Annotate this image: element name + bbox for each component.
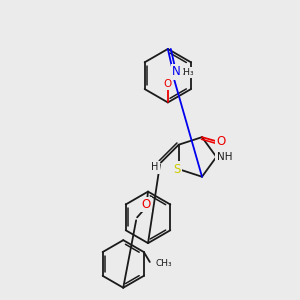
- Text: O: O: [216, 135, 226, 148]
- Text: H: H: [151, 163, 159, 172]
- Text: N: N: [172, 65, 181, 78]
- Text: CH₃: CH₃: [177, 68, 194, 77]
- Text: NH: NH: [217, 152, 232, 162]
- Text: O: O: [141, 198, 151, 211]
- Text: CH₃: CH₃: [155, 260, 172, 268]
- Text: S: S: [173, 163, 180, 176]
- Text: O: O: [164, 79, 172, 88]
